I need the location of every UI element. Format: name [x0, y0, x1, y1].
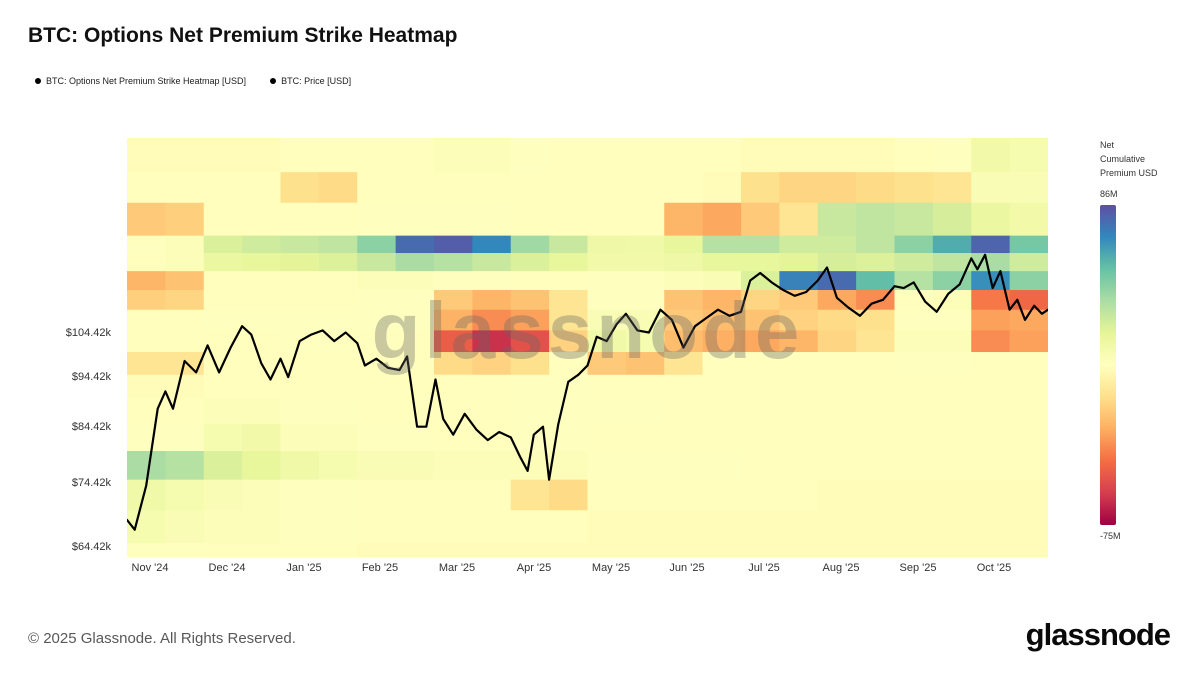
- legend-item-price[interactable]: BTC: Price [USD]: [270, 76, 351, 86]
- x-tick-label: Dec '24: [208, 562, 246, 574]
- copyright: © 2025 Glassnode. All Rights Reserved.: [28, 630, 296, 647]
- y-tick-label: $74.42k: [71, 477, 111, 489]
- y-tick-label: $84.42k: [71, 421, 111, 433]
- x-tick-label: Jan '25: [286, 562, 322, 574]
- colorbar-gradient: [1100, 205, 1116, 525]
- colorbar-max-label: 86M: [1100, 189, 1118, 199]
- chart-legend: BTC: Options Net Premium Strike Heatmap …: [35, 76, 351, 86]
- x-axis: Nov '24 Dec '24 Jan '25 Feb '25 Mar '25 Apr '…: [127, 562, 1048, 582]
- x-tick-label: Aug '25: [822, 562, 860, 574]
- x-tick-label: Jul '25: [748, 562, 780, 574]
- x-tick-label: Feb '25: [361, 562, 399, 574]
- x-tick-label: Apr '25: [516, 562, 552, 574]
- colorbar-title: Net Cumulative Premium USD: [1100, 140, 1158, 178]
- heatmap-plot-area[interactable]: glassnode: [127, 138, 1048, 557]
- x-tick-label: May '25: [591, 562, 631, 574]
- y-tick-label: $64.42k: [71, 541, 111, 553]
- x-tick-label: Nov '24: [131, 562, 169, 574]
- colorbar: Net Cumulative Premium USD 86M -75M: [1100, 138, 1176, 541]
- x-tick-label: Oct '25: [976, 562, 1012, 574]
- y-tick-label: $94.42k: [71, 371, 111, 383]
- legend-item-label: BTC: Options Net Premium Strike Heatmap …: [46, 76, 247, 86]
- legend-item-heatmap[interactable]: BTC: Options Net Premium Strike Heatmap …: [35, 76, 246, 86]
- glassnode-logo: glassnode: [1025, 617, 1171, 652]
- series-dot-icon: [35, 78, 41, 84]
- series-dot-icon: [270, 78, 277, 84]
- x-tick-label: Sep '25: [899, 562, 937, 574]
- page-title: BTC: Options Net Premium Strike Heatmap: [28, 24, 458, 47]
- btc-price-line: [127, 253, 1048, 531]
- heatmap-canvas: [127, 138, 1048, 557]
- x-tick-label: Jun '25: [669, 562, 705, 574]
- legend-item-label: BTC: Price [USD]: [281, 76, 352, 86]
- colorbar-min-label: -75M: [1100, 531, 1121, 541]
- x-tick-label: Mar '25: [438, 562, 476, 574]
- y-axis: $64.42k $74.42k $84.42k $94.42k $104.42k: [0, 138, 119, 557]
- y-tick-label: $104.42k: [65, 327, 111, 339]
